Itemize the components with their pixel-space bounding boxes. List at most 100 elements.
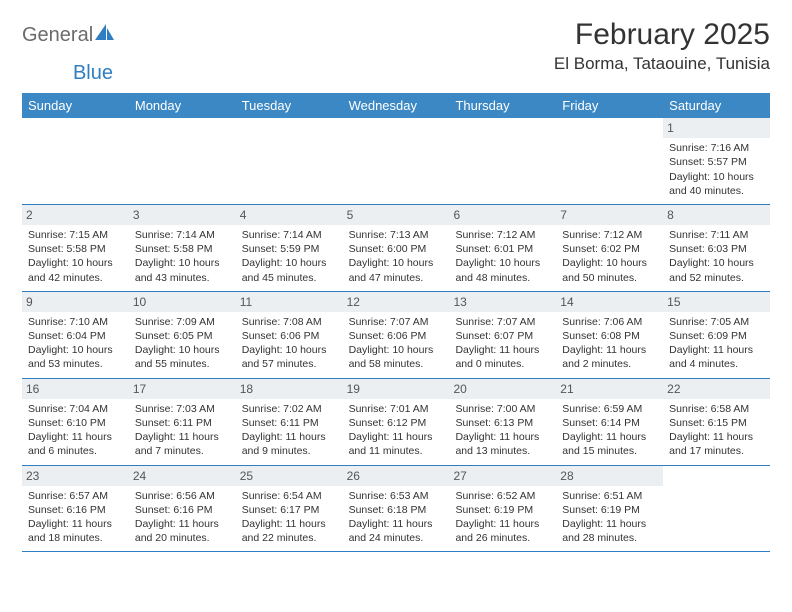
sunrise-text: Sunrise: 7:12 AM [455, 228, 550, 242]
day-cell: 8Sunrise: 7:11 AMSunset: 6:03 PMDaylight… [663, 205, 770, 291]
location: El Borma, Tataouine, Tunisia [554, 54, 770, 74]
day-cell [556, 118, 663, 204]
weekday-fri: Friday [556, 93, 663, 118]
day-number: 15 [663, 292, 770, 312]
sunset-text: Sunset: 6:05 PM [135, 329, 230, 343]
day-number: 16 [22, 379, 129, 399]
day-number: 14 [556, 292, 663, 312]
daylight-text: Daylight: 11 hours and 22 minutes. [242, 517, 337, 545]
day-number: 21 [556, 379, 663, 399]
day-cell: 28Sunrise: 6:51 AMSunset: 6:19 PMDayligh… [556, 466, 663, 552]
day-cell: 9Sunrise: 7:10 AMSunset: 6:04 PMDaylight… [22, 292, 129, 378]
day-number: 25 [236, 466, 343, 486]
daylight-text: Daylight: 11 hours and 26 minutes. [455, 517, 550, 545]
day-cell: 19Sunrise: 7:01 AMSunset: 6:12 PMDayligh… [343, 379, 450, 465]
daylight-text: Daylight: 11 hours and 11 minutes. [349, 430, 444, 458]
day-cell: 21Sunrise: 6:59 AMSunset: 6:14 PMDayligh… [556, 379, 663, 465]
day-cell: 27Sunrise: 6:52 AMSunset: 6:19 PMDayligh… [449, 466, 556, 552]
daylight-text: Daylight: 11 hours and 20 minutes. [135, 517, 230, 545]
daylight-text: Daylight: 10 hours and 57 minutes. [242, 343, 337, 371]
sail-icon [95, 24, 115, 47]
day-cell [236, 118, 343, 204]
day-number: 20 [449, 379, 556, 399]
sunset-text: Sunset: 6:00 PM [349, 242, 444, 256]
sunset-text: Sunset: 6:14 PM [562, 416, 657, 430]
daylight-text: Daylight: 10 hours and 50 minutes. [562, 256, 657, 284]
sunset-text: Sunset: 5:59 PM [242, 242, 337, 256]
daylight-text: Daylight: 11 hours and 18 minutes. [28, 517, 123, 545]
day-number: 2 [22, 205, 129, 225]
day-number: 9 [22, 292, 129, 312]
sunrise-text: Sunrise: 7:13 AM [349, 228, 444, 242]
daylight-text: Daylight: 10 hours and 53 minutes. [28, 343, 123, 371]
sunrise-text: Sunrise: 6:56 AM [135, 489, 230, 503]
daylight-text: Daylight: 11 hours and 0 minutes. [455, 343, 550, 371]
day-cell: 13Sunrise: 7:07 AMSunset: 6:07 PMDayligh… [449, 292, 556, 378]
sunset-text: Sunset: 6:10 PM [28, 416, 123, 430]
sunset-text: Sunset: 6:19 PM [455, 503, 550, 517]
weekday-sun: Sunday [22, 93, 129, 118]
sunset-text: Sunset: 6:16 PM [135, 503, 230, 517]
day-number: 1 [663, 118, 770, 138]
sunset-text: Sunset: 6:18 PM [349, 503, 444, 517]
daylight-text: Daylight: 10 hours and 43 minutes. [135, 256, 230, 284]
day-number: 27 [449, 466, 556, 486]
sunset-text: Sunset: 6:06 PM [242, 329, 337, 343]
daylight-text: Daylight: 10 hours and 55 minutes. [135, 343, 230, 371]
day-number: 4 [236, 205, 343, 225]
day-cell: 15Sunrise: 7:05 AMSunset: 6:09 PMDayligh… [663, 292, 770, 378]
daylight-text: Daylight: 11 hours and 9 minutes. [242, 430, 337, 458]
sunrise-text: Sunrise: 7:08 AM [242, 315, 337, 329]
daylight-text: Daylight: 11 hours and 28 minutes. [562, 517, 657, 545]
sunrise-text: Sunrise: 6:54 AM [242, 489, 337, 503]
sunrise-text: Sunrise: 7:11 AM [669, 228, 764, 242]
sunset-text: Sunset: 5:57 PM [669, 155, 764, 169]
weekday-wed: Wednesday [343, 93, 450, 118]
weekday-mon: Monday [129, 93, 236, 118]
day-number: 8 [663, 205, 770, 225]
sunset-text: Sunset: 6:06 PM [349, 329, 444, 343]
day-number: 28 [556, 466, 663, 486]
calendar-grid: 1Sunrise: 7:16 AMSunset: 5:57 PMDaylight… [22, 118, 770, 552]
sunrise-text: Sunrise: 7:02 AM [242, 402, 337, 416]
sunset-text: Sunset: 6:11 PM [135, 416, 230, 430]
day-cell: 11Sunrise: 7:08 AMSunset: 6:06 PMDayligh… [236, 292, 343, 378]
sunset-text: Sunset: 6:03 PM [669, 242, 764, 256]
sunset-text: Sunset: 6:16 PM [28, 503, 123, 517]
sunset-text: Sunset: 6:11 PM [242, 416, 337, 430]
daylight-text: Daylight: 10 hours and 48 minutes. [455, 256, 550, 284]
daylight-text: Daylight: 11 hours and 7 minutes. [135, 430, 230, 458]
day-cell [663, 466, 770, 552]
week-row: 16Sunrise: 7:04 AMSunset: 6:10 PMDayligh… [22, 378, 770, 465]
day-cell: 1Sunrise: 7:16 AMSunset: 5:57 PMDaylight… [663, 118, 770, 204]
sunrise-text: Sunrise: 7:09 AM [135, 315, 230, 329]
day-number: 5 [343, 205, 450, 225]
week-row: 23Sunrise: 6:57 AMSunset: 6:16 PMDayligh… [22, 465, 770, 552]
day-cell: 12Sunrise: 7:07 AMSunset: 6:06 PMDayligh… [343, 292, 450, 378]
week-row: 1Sunrise: 7:16 AMSunset: 5:57 PMDaylight… [22, 118, 770, 204]
daylight-text: Daylight: 10 hours and 40 minutes. [669, 170, 764, 198]
sunrise-text: Sunrise: 6:53 AM [349, 489, 444, 503]
sunset-text: Sunset: 6:08 PM [562, 329, 657, 343]
week-row: 9Sunrise: 7:10 AMSunset: 6:04 PMDaylight… [22, 291, 770, 378]
day-cell: 3Sunrise: 7:14 AMSunset: 5:58 PMDaylight… [129, 205, 236, 291]
sunrise-text: Sunrise: 7:14 AM [135, 228, 230, 242]
daylight-text: Daylight: 11 hours and 15 minutes. [562, 430, 657, 458]
sunset-text: Sunset: 6:15 PM [669, 416, 764, 430]
daylight-text: Daylight: 11 hours and 13 minutes. [455, 430, 550, 458]
daylight-text: Daylight: 11 hours and 17 minutes. [669, 430, 764, 458]
brand-logo: General [22, 18, 117, 47]
brand-part2: Blue [73, 62, 113, 85]
week-row: 2Sunrise: 7:15 AMSunset: 5:58 PMDaylight… [22, 204, 770, 291]
day-cell: 23Sunrise: 6:57 AMSunset: 6:16 PMDayligh… [22, 466, 129, 552]
weekday-sat: Saturday [663, 93, 770, 118]
weekday-header: Sunday Monday Tuesday Wednesday Thursday… [22, 93, 770, 118]
daylight-text: Daylight: 11 hours and 4 minutes. [669, 343, 764, 371]
day-cell: 14Sunrise: 7:06 AMSunset: 6:08 PMDayligh… [556, 292, 663, 378]
day-cell: 25Sunrise: 6:54 AMSunset: 6:17 PMDayligh… [236, 466, 343, 552]
daylight-text: Daylight: 11 hours and 6 minutes. [28, 430, 123, 458]
day-cell [343, 118, 450, 204]
day-cell: 17Sunrise: 7:03 AMSunset: 6:11 PMDayligh… [129, 379, 236, 465]
sunset-text: Sunset: 5:58 PM [28, 242, 123, 256]
day-number: 22 [663, 379, 770, 399]
